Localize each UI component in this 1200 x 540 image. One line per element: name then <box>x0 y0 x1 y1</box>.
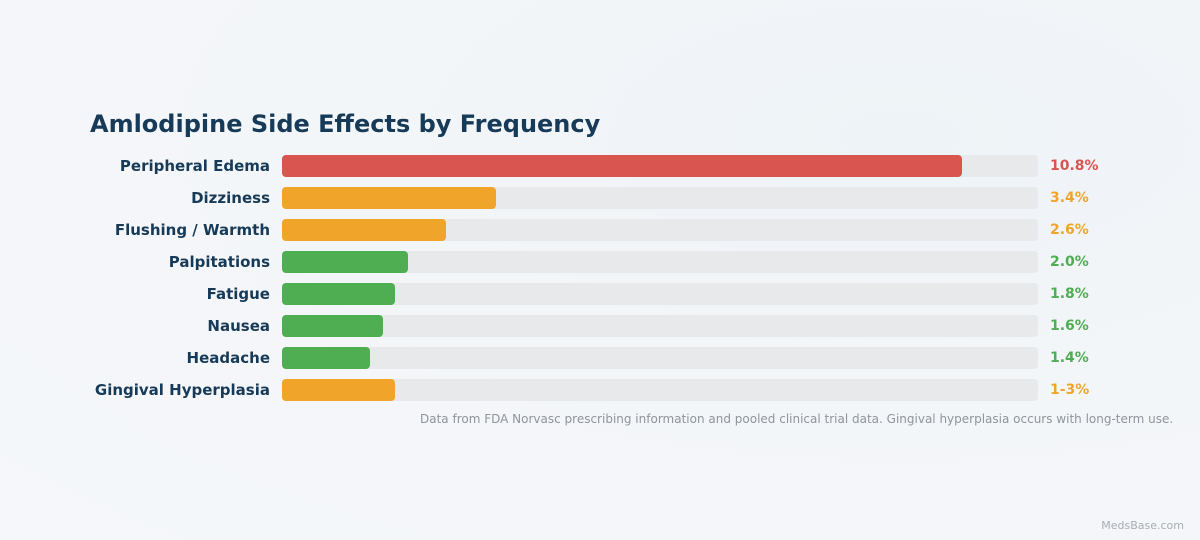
bar-track <box>282 155 1038 177</box>
bar-row: Palpitations 2.0% <box>0 250 1200 274</box>
bar <box>282 379 395 401</box>
bar-row: Gingival Hyperplasia 1-3% <box>0 378 1200 402</box>
category-label: Palpitations <box>168 253 270 271</box>
value-label: 3.4% <box>1050 190 1089 206</box>
bar-track <box>282 283 1038 305</box>
chart-title: Amlodipine Side Effects by Frequency <box>90 110 601 138</box>
value-label: 2.0% <box>1050 254 1089 270</box>
bar <box>282 347 370 369</box>
value-label: 10.8% <box>1050 158 1099 174</box>
category-label: Nausea <box>207 317 270 335</box>
category-label: Headache <box>186 349 270 367</box>
value-label: 1.4% <box>1050 350 1089 366</box>
value-label: 1-3% <box>1050 382 1090 398</box>
bar-track <box>282 187 1038 209</box>
category-label: Dizziness <box>191 189 270 207</box>
bar <box>282 219 446 241</box>
bar-track <box>282 315 1038 337</box>
bar-track <box>282 219 1038 241</box>
value-label: 2.6% <box>1050 222 1089 238</box>
value-label: 1.8% <box>1050 286 1089 302</box>
bar-row: Headache 1.4% <box>0 346 1200 370</box>
category-label: Gingival Hyperplasia <box>94 381 270 399</box>
bar-row: Flushing / Warmth 2.6% <box>0 218 1200 242</box>
category-label: Fatigue <box>206 285 270 303</box>
value-label: 1.6% <box>1050 318 1089 334</box>
bar <box>282 251 408 273</box>
category-label: Peripheral Edema <box>119 157 270 175</box>
bar-row: Nausea 1.6% <box>0 314 1200 338</box>
category-label: Flushing / Warmth <box>114 221 270 239</box>
bar-track <box>282 251 1038 273</box>
bar <box>282 283 395 305</box>
bar <box>282 155 962 177</box>
bar-track <box>282 347 1038 369</box>
bar <box>282 315 383 337</box>
bar-row: Peripheral Edema 10.8% <box>0 154 1200 178</box>
site-watermark: MedsBase.com <box>1101 519 1184 532</box>
bar-row: Dizziness 3.4% <box>0 186 1200 210</box>
data-source-note: Data from FDA Norvasc prescribing inform… <box>420 412 1174 426</box>
bar-track <box>282 379 1038 401</box>
bar <box>282 187 496 209</box>
bar-row: Fatigue 1.8% <box>0 282 1200 306</box>
